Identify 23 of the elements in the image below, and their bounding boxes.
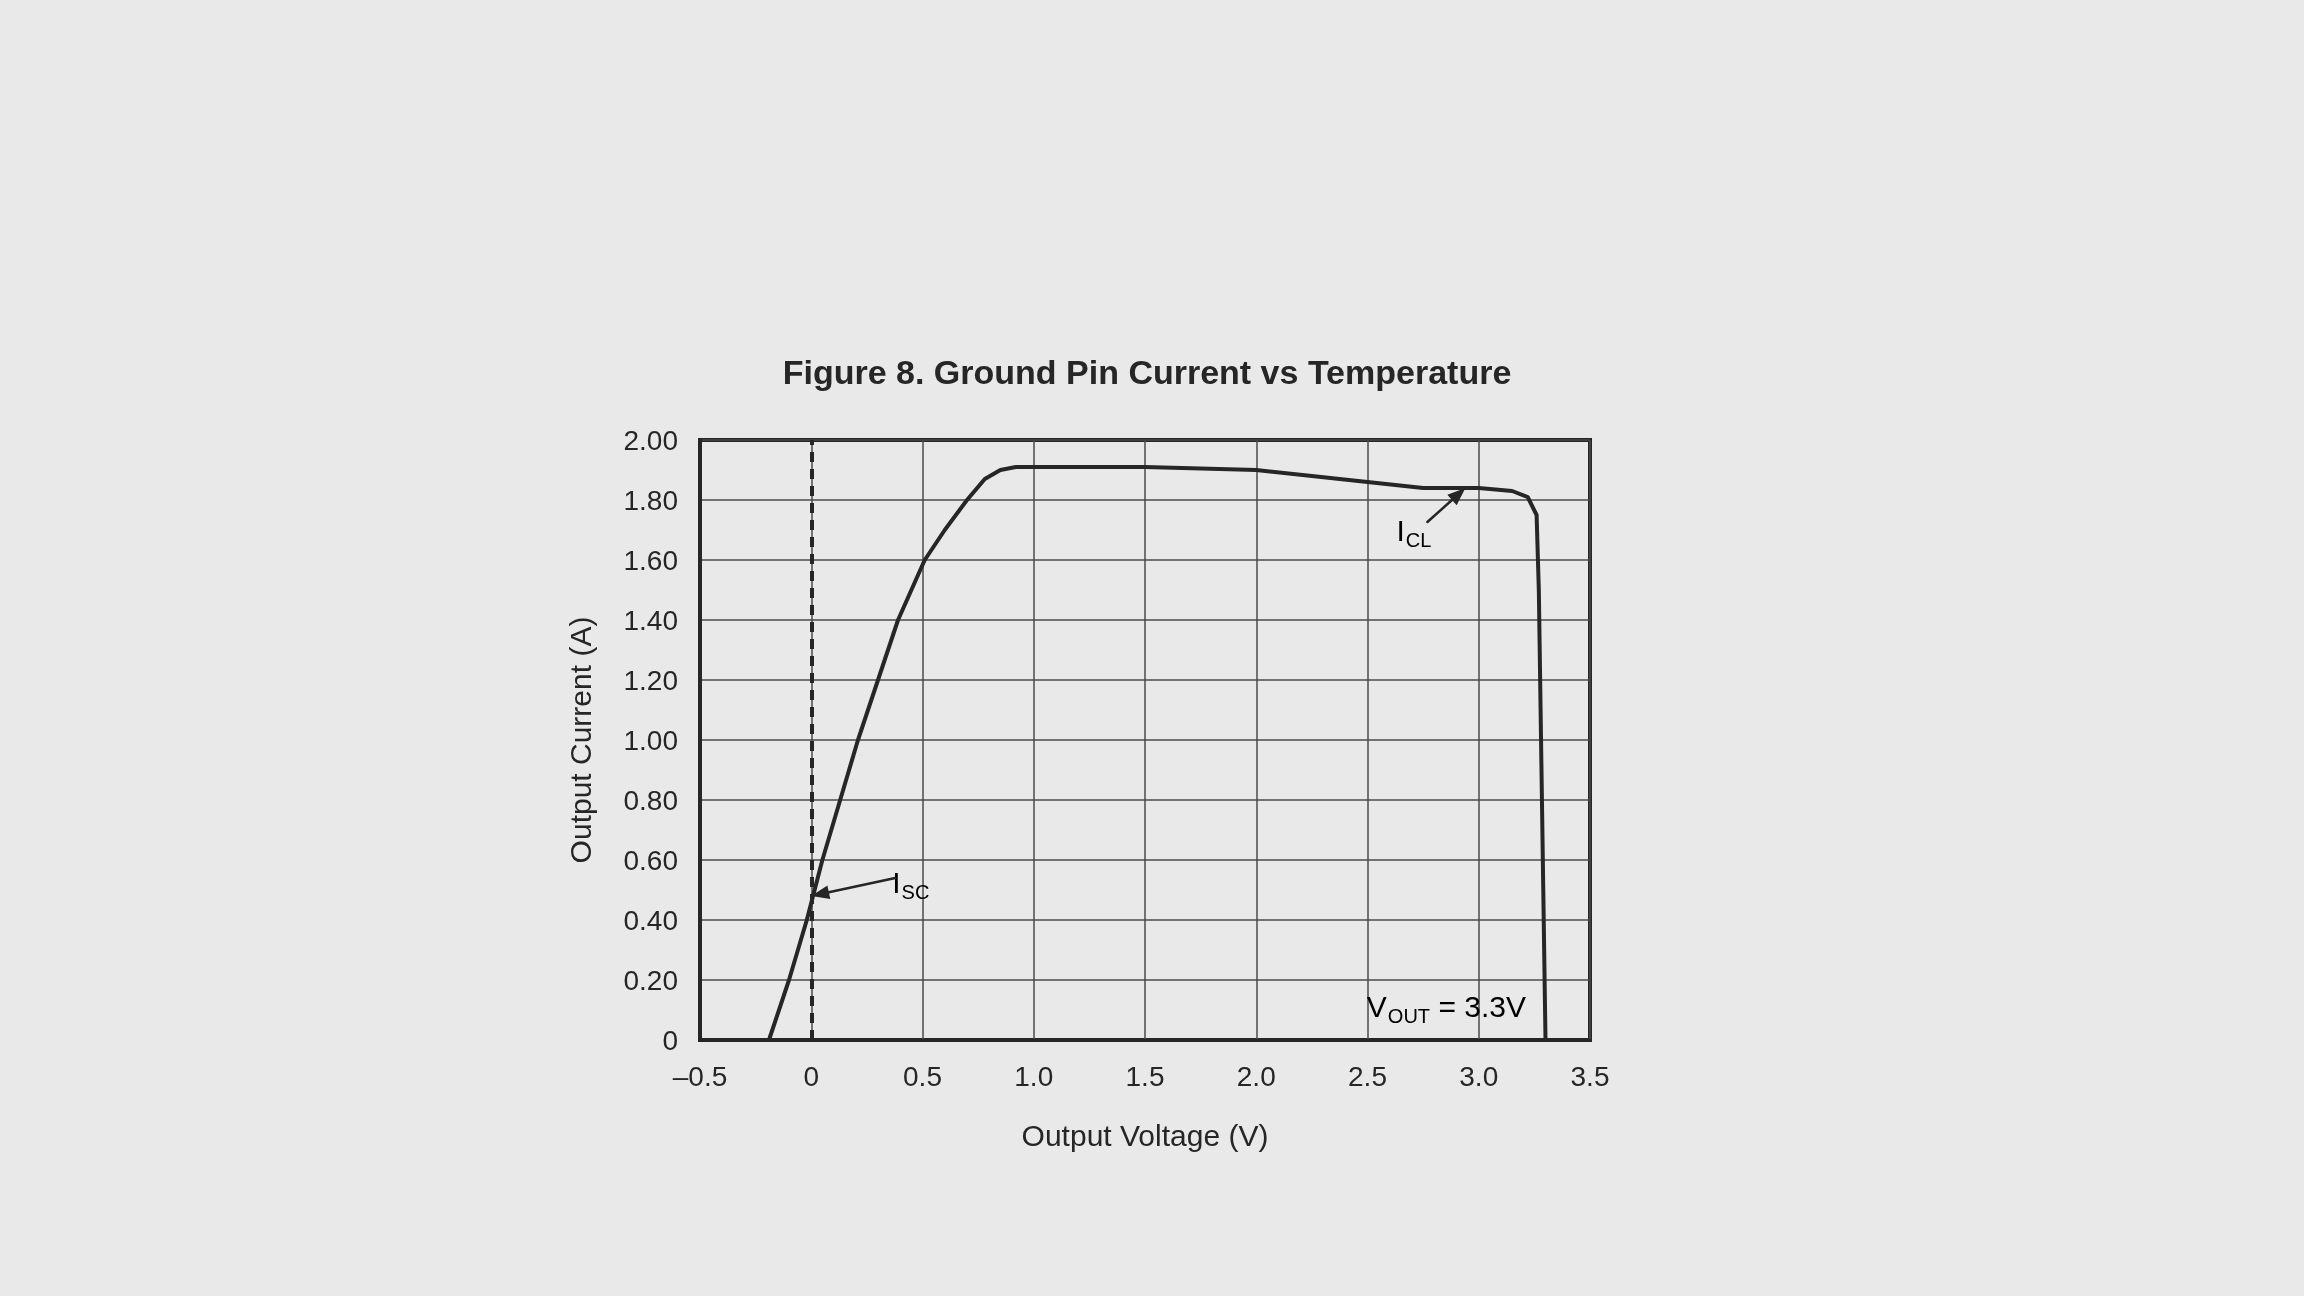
y-tick-label: 0.40 [623,904,678,936]
y-tick-label: 0.60 [623,844,678,876]
x-tick-label: 2.0 [1236,1060,1276,1092]
y-tick-label: 0.80 [623,784,678,816]
y-tick-label: 1.20 [623,664,678,696]
y-tick-label: 0 [662,1024,678,1056]
y-tick-label: 1.40 [623,604,678,636]
y-tick-label: 1.80 [623,484,678,516]
x-tick-label: 2.5 [1348,1060,1387,1092]
x-tick-label: 0 [803,1060,820,1092]
chart-title: Figure 8. Ground Pin Current vs Temperature [782,353,1512,391]
x-tick-label: 1.0 [1014,1060,1054,1092]
x-tick-label: 1.5 [1125,1060,1165,1092]
x-axis-title: Output Voltage (V) [1021,1118,1269,1152]
y-tick-label: 1.60 [623,544,678,576]
x-tick-label: 3.5 [1570,1060,1610,1092]
x-tick-label: –0.5 [672,1060,728,1092]
y-tick-label: 2.00 [623,424,678,456]
x-tick-label: 0.5 [903,1060,942,1092]
x-tick-label: 3.0 [1459,1060,1499,1092]
y-axis-title: Output Current (A) [563,616,597,864]
y-tick-label: 1.00 [623,724,678,756]
y-tick-label: 0.20 [623,964,678,996]
